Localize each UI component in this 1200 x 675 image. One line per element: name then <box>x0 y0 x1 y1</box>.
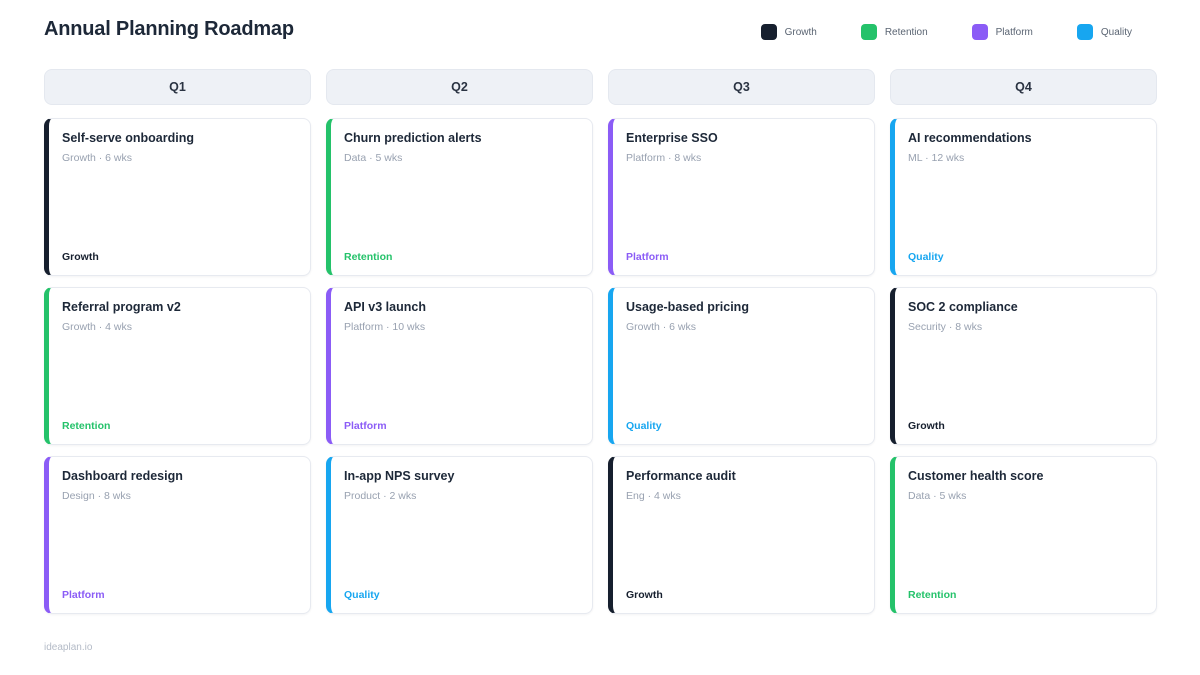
column-header-q4: Q4 <box>890 69 1157 105</box>
card-meta: Platform · 8 wks <box>626 152 702 164</box>
card-tag: Retention <box>62 420 111 432</box>
roadmap-card[interactable]: SOC 2 compliance Security · 8 wks Growth <box>890 287 1157 445</box>
card-tag: Platform <box>344 420 387 432</box>
legend-label-growth: Growth <box>784 26 817 38</box>
card-content: API v3 launch Platform · 10 wks <box>344 299 578 333</box>
column-header-q3: Q3 <box>608 69 875 105</box>
card-meta: Design · 8 wks <box>62 490 131 502</box>
card-title: AI recommendations <box>908 131 1032 145</box>
column-q1: Q1 Self-serve onboarding Growth · 6 wks … <box>44 69 311 614</box>
card-title: SOC 2 compliance <box>908 300 1018 314</box>
column-cards: Enterprise SSO Platform · 8 wks Platform… <box>608 118 875 614</box>
card-meta: Product · 2 wks <box>344 490 417 502</box>
legend-label-platform: Platform <box>995 26 1033 38</box>
card-content: Enterprise SSO Platform · 8 wks <box>626 130 860 164</box>
card-title: In-app NPS survey <box>344 469 455 483</box>
column-cards: Self-serve onboarding Growth · 6 wks Gro… <box>44 118 311 614</box>
card-meta: Growth · 6 wks <box>626 321 697 333</box>
legend-label-retention: Retention <box>884 26 928 38</box>
card-tag: Growth <box>908 420 945 432</box>
top-bar: Annual Planning Roadmap Growth Retention… <box>0 0 1200 69</box>
card-title: Dashboard redesign <box>62 469 183 483</box>
card-meta: Growth · 6 wks <box>62 152 133 164</box>
card-title: Usage-based pricing <box>626 300 749 314</box>
legend-item-retention: Retention <box>860 24 928 40</box>
card-tag: Growth <box>62 251 99 263</box>
card-content: Referral program v2 Growth · 4 wks <box>62 299 296 333</box>
card-tag: Retention <box>344 251 393 263</box>
column-q2: Q2 Churn prediction alerts Data · 5 wks … <box>326 69 593 614</box>
legend-item-quality: Quality <box>1076 24 1132 40</box>
card-meta: Data · 5 wks <box>908 490 967 502</box>
legend-swatch-quality-icon <box>1076 24 1093 40</box>
legend-label-quality: Quality <box>1100 26 1132 38</box>
card-title: Enterprise SSO <box>626 131 718 145</box>
card-tag: Retention <box>908 589 957 601</box>
card-meta: Growth · 4 wks <box>62 321 133 333</box>
roadmap-card[interactable]: Churn prediction alerts Data · 5 wks Ret… <box>326 118 593 276</box>
card-content: Customer health score Data · 5 wks <box>908 468 1142 502</box>
card-content: AI recommendations ML · 12 wks <box>908 130 1142 164</box>
legend-swatch-retention-icon <box>860 24 877 40</box>
card-content: In-app NPS survey Product · 2 wks <box>344 468 578 502</box>
column-header-q1: Q1 <box>44 69 311 105</box>
card-tag: Quality <box>626 420 662 432</box>
card-meta: Security · 8 wks <box>908 321 983 333</box>
card-tag: Quality <box>908 251 944 263</box>
card-tag: Platform <box>62 589 105 601</box>
card-tag: Platform <box>626 251 669 263</box>
card-title: Customer health score <box>908 469 1044 483</box>
card-tag: Growth <box>626 589 663 601</box>
roadmap-board: Q1 Self-serve onboarding Growth · 6 wks … <box>44 69 1157 614</box>
roadmap-card[interactable]: Self-serve onboarding Growth · 6 wks Gro… <box>44 118 311 276</box>
roadmap-card[interactable]: Dashboard redesign Design · 8 wks Platfo… <box>44 456 311 614</box>
roadmap-card[interactable]: Customer health score Data · 5 wks Reten… <box>890 456 1157 614</box>
card-title: Referral program v2 <box>62 300 181 314</box>
card-content: Dashboard redesign Design · 8 wks <box>62 468 296 502</box>
card-content: Churn prediction alerts Data · 5 wks <box>344 130 578 164</box>
card-content: Self-serve onboarding Growth · 6 wks <box>62 130 296 164</box>
card-content: Usage-based pricing Growth · 6 wks <box>626 299 860 333</box>
card-title: Performance audit <box>626 469 736 483</box>
legend-swatch-growth-icon <box>760 24 777 40</box>
card-title: Churn prediction alerts <box>344 131 482 145</box>
column-cards: Churn prediction alerts Data · 5 wks Ret… <box>326 118 593 614</box>
roadmap-card[interactable]: API v3 launch Platform · 10 wks Platform <box>326 287 593 445</box>
card-meta: ML · 12 wks <box>908 152 965 164</box>
roadmap-card[interactable]: In-app NPS survey Product · 2 wks Qualit… <box>326 456 593 614</box>
column-q3: Q3 Enterprise SSO Platform · 8 wks Platf… <box>608 69 875 614</box>
column-q4: Q4 AI recommendations ML · 12 wks Qualit… <box>890 69 1157 614</box>
card-title: API v3 launch <box>344 300 426 314</box>
page-title: Annual Planning Roadmap <box>44 18 294 40</box>
legend: Growth Retention Platform Quality <box>760 24 1132 40</box>
roadmap-card[interactable]: AI recommendations ML · 12 wks Quality <box>890 118 1157 276</box>
roadmap-card[interactable]: Referral program v2 Growth · 4 wks Reten… <box>44 287 311 445</box>
card-tag: Quality <box>344 589 380 601</box>
column-cards: AI recommendations ML · 12 wks Quality S… <box>890 118 1157 614</box>
card-content: Performance audit Eng · 4 wks <box>626 468 860 502</box>
card-meta: Data · 5 wks <box>344 152 403 164</box>
legend-item-growth: Growth <box>760 24 817 40</box>
card-meta: Eng · 4 wks <box>626 490 681 502</box>
roadmap-card[interactable]: Usage-based pricing Growth · 6 wks Quali… <box>608 287 875 445</box>
card-title: Self-serve onboarding <box>62 131 194 145</box>
footer-brand: ideaplan.io <box>44 642 93 653</box>
card-meta: Platform · 10 wks <box>344 321 426 333</box>
legend-swatch-platform-icon <box>971 24 988 40</box>
roadmap-card[interactable]: Enterprise SSO Platform · 8 wks Platform <box>608 118 875 276</box>
card-content: SOC 2 compliance Security · 8 wks <box>908 299 1142 333</box>
column-header-q2: Q2 <box>326 69 593 105</box>
legend-item-platform: Platform <box>971 24 1033 40</box>
roadmap-card[interactable]: Performance audit Eng · 4 wks Growth <box>608 456 875 614</box>
